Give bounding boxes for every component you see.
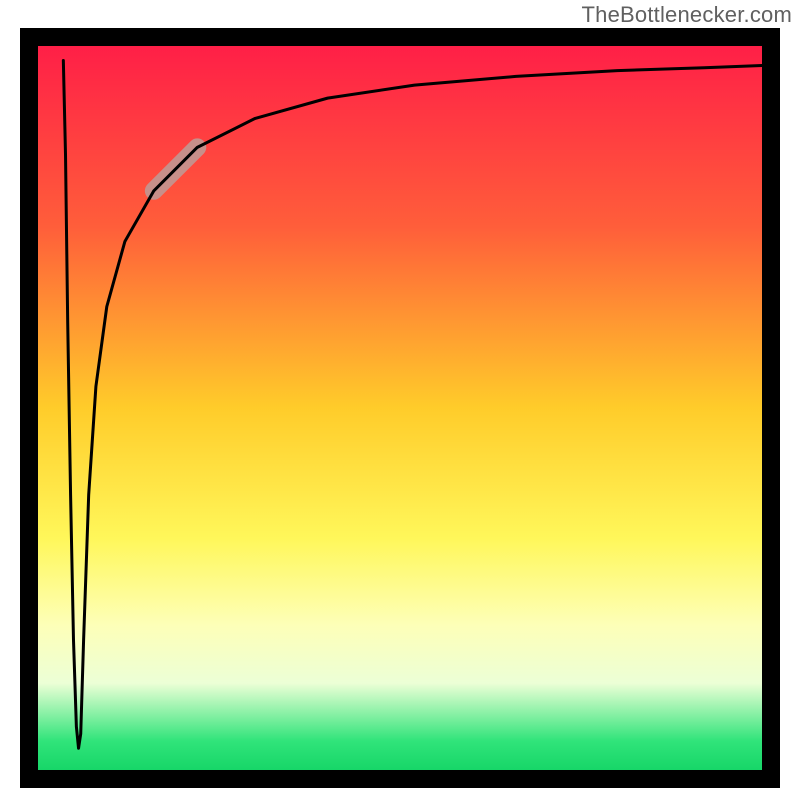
- chart-root: TheBottlenecker.com: [0, 0, 800, 800]
- plot-svg: [38, 46, 762, 770]
- watermark-text: TheBottlenecker.com: [582, 2, 792, 28]
- series-line: [63, 60, 762, 748]
- plot-frame: [20, 28, 780, 788]
